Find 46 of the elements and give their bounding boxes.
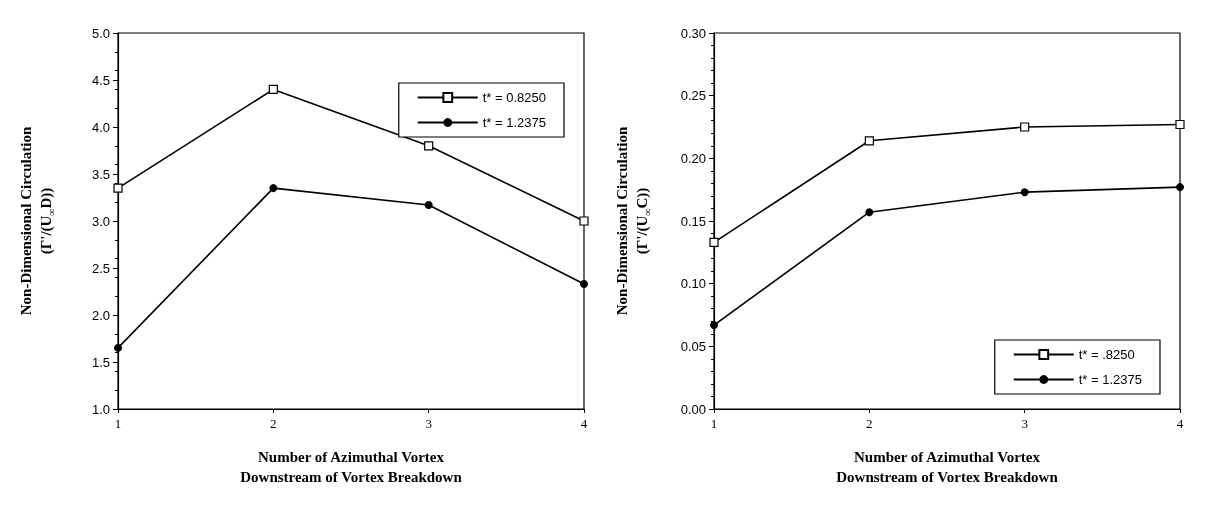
- y-tick-label: 4.0: [91, 119, 110, 135]
- x-tick-label: 2: [866, 416, 873, 431]
- x-tick-label: 1: [114, 416, 122, 431]
- y-tick-label: 1.5: [91, 354, 110, 370]
- x-tick-label: 4: [1176, 416, 1184, 431]
- y-tick-label: 0.30: [680, 25, 706, 41]
- y-tick-label: 0.00: [680, 401, 706, 417]
- x-tick-label: 3: [425, 416, 432, 431]
- point: [424, 141, 434, 151]
- x-tick-label: 1: [710, 416, 718, 431]
- y-tick-label: 2.0: [91, 307, 110, 323]
- point: [580, 279, 588, 288]
- y-tick-label: 0.10: [680, 276, 706, 292]
- y-tick-label: 2.5: [91, 260, 110, 276]
- y-tick-label: 1.0: [91, 401, 110, 417]
- legend-label: t* = .8250: [1078, 347, 1135, 362]
- y-tick-label: 5.0: [91, 25, 110, 41]
- point: [1020, 122, 1030, 132]
- y-tick-label: 0.05: [680, 338, 706, 354]
- y-tick-label: 0.15: [680, 213, 706, 229]
- y-tick-label: 0.25: [680, 88, 706, 104]
- y-tick-label: 3.0: [91, 213, 110, 229]
- point: [113, 183, 123, 193]
- point: [865, 208, 874, 217]
- x-axis-title: Number of Azimuthal Vortex Downstream of Vortex Breakdown: [240, 449, 463, 485]
- point: [424, 201, 433, 210]
- x-tick-label: 4: [580, 416, 588, 431]
- point: [1176, 183, 1184, 192]
- x-axis-title: Number of Azimuthal Vortex Downstream of Vortex Breakdown: [836, 449, 1059, 485]
- legend-label: t* = 0.8250: [482, 90, 546, 105]
- x-tick-label: 3: [1021, 416, 1028, 431]
- point: [579, 216, 589, 226]
- legend-label: t* = 1.2375: [1078, 372, 1142, 387]
- y-tick-label: 0.20: [680, 150, 706, 166]
- y-tick-label: 4.5: [91, 72, 110, 88]
- y-tick-label: 3.5: [91, 166, 110, 182]
- legend-label: t* = 1.2375: [482, 115, 546, 130]
- point: [269, 184, 278, 193]
- point: [1020, 188, 1029, 197]
- point: [864, 136, 874, 146]
- point: [1175, 119, 1185, 130]
- point: [268, 84, 278, 94]
- x-tick-label: 2: [270, 416, 277, 431]
- point: [710, 321, 718, 330]
- point: [709, 237, 719, 247]
- point: [114, 343, 122, 352]
